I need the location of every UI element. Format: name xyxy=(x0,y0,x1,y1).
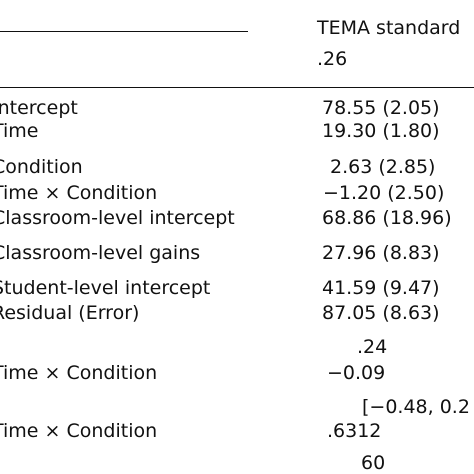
row-value: 68.86 (18.96) xyxy=(322,207,452,229)
row-value: 87.05 (8.63) xyxy=(322,302,440,324)
row-value: 78.55 (2.05) xyxy=(322,97,440,119)
row-label: Classroom-level intercept xyxy=(0,207,235,229)
row-label: Classroom-level gains xyxy=(0,242,201,264)
row-value: 41.59 (9.47) xyxy=(322,277,440,299)
row-value: 27.96 (8.83) xyxy=(322,242,440,264)
row-label: Time × Condition xyxy=(0,182,158,204)
row-value: [−0.48, 0.2 xyxy=(362,396,470,418)
column-header-title: TEMA standard xyxy=(317,17,461,39)
row-value: 2.63 (2.85) xyxy=(330,156,436,178)
row-label: Condition xyxy=(0,156,83,178)
table-header-rule xyxy=(0,87,474,88)
row-label: Time × Condition xyxy=(0,420,158,442)
row-label: Student-level intercept xyxy=(0,277,211,299)
row-label: Time × Condition xyxy=(0,362,158,384)
row-value: 19.30 (1.80) xyxy=(322,120,440,142)
row-value: .6312 xyxy=(327,420,382,442)
row-value: .24 xyxy=(357,336,388,358)
column-header-subtitle: .26 xyxy=(317,48,348,70)
row-label: Residual (Error) xyxy=(0,302,140,324)
row-value: −0.09 xyxy=(327,362,386,384)
row-label: Time xyxy=(0,120,39,142)
table-top-rule xyxy=(0,31,248,32)
row-value: 60 xyxy=(361,452,386,474)
row-value: −1.20 (2.50) xyxy=(323,182,445,204)
row-label: Intercept xyxy=(0,97,78,119)
